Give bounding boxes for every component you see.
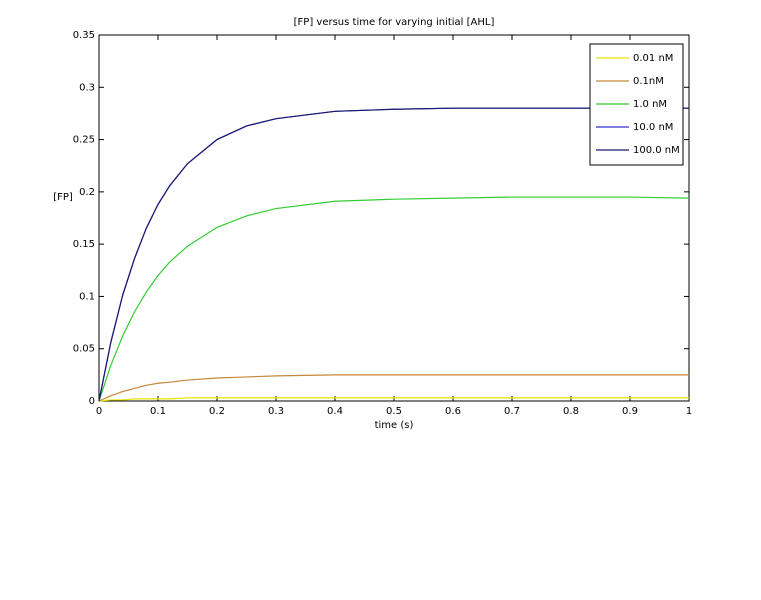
- x-tick-label: 0.6: [445, 406, 461, 417]
- x-tick-label: 0.2: [209, 406, 225, 417]
- legend-label: 0.01 nM: [633, 53, 673, 64]
- y-tick-label: 0.3: [79, 82, 95, 93]
- chart-title: [FP] versus time for varying initial [AH…: [294, 17, 495, 28]
- y-tick-label: 0.1: [79, 291, 95, 302]
- series-line: [98, 374, 689, 402]
- y-tick-label: 0.15: [73, 239, 95, 250]
- y-tick-label: 0.35: [73, 30, 95, 41]
- x-tick-label: 0.3: [268, 406, 284, 417]
- x-tick-label: 0.8: [563, 406, 579, 417]
- legend-label: 10.0 nM: [633, 122, 673, 133]
- series-line: [98, 397, 689, 402]
- series-line: [98, 107, 689, 402]
- y-axis-label: [FP]: [53, 192, 73, 203]
- x-tick-label: 0: [96, 406, 102, 417]
- legend-label: 0.1nM: [633, 76, 664, 87]
- y-tick-label: 0.2: [79, 187, 95, 198]
- y-tick-label: 0.25: [73, 135, 95, 146]
- x-tick-label: 0.7: [504, 406, 520, 417]
- x-tick-label: 0.1: [150, 406, 166, 417]
- legend-label: 100.0 nM: [633, 145, 680, 156]
- x-tick-label: 0.4: [327, 406, 343, 417]
- x-tick-label: 0.5: [386, 406, 402, 417]
- series-line: [98, 196, 690, 402]
- y-tick-label: 0.05: [73, 344, 95, 355]
- x-tick-label: 1: [686, 406, 692, 417]
- x-tick-label: 0.9: [622, 406, 638, 417]
- y-tick-label: 0: [89, 396, 95, 407]
- legend-label: 1.0 nM: [633, 99, 667, 110]
- x-axis-label: time (s): [375, 420, 414, 431]
